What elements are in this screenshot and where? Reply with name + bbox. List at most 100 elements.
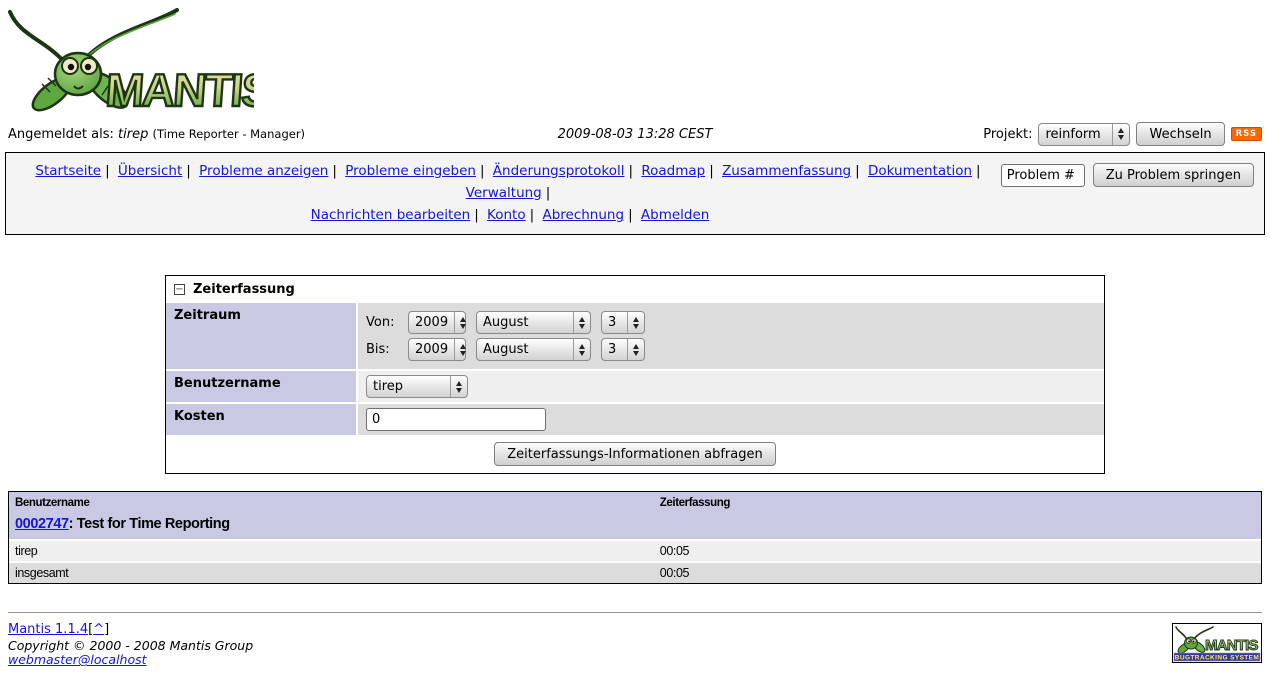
project-label: Projekt:: [983, 126, 1033, 142]
nav-verwaltung[interactable]: Verwaltung: [465, 185, 542, 201]
current-datetime: 2009-08-03 13:28 CEST: [557, 126, 713, 142]
to-day-select[interactable]: 3: [601, 338, 645, 361]
row-time: 00:05: [659, 566, 690, 580]
nav-separator: |: [332, 163, 337, 179]
nav-roadmap[interactable]: Roadmap: [641, 163, 706, 179]
query-time-tracking-button[interactable]: Zeiterfassungs-Informationen abfragen: [494, 442, 776, 466]
to-year-select[interactable]: 2009: [408, 338, 467, 361]
kosten-input[interactable]: [366, 408, 546, 431]
footer: Mantis 1.1.4[^] Copyright © 2000 - 2008 …: [8, 622, 1262, 668]
nav-separator: |: [105, 163, 110, 179]
bug-title-row: 0002747: Test for Time Reporting: [9, 511, 1261, 539]
nav-abrechnung[interactable]: Abrechnung: [542, 207, 625, 223]
benutzername-value: tirep: [373, 379, 404, 394]
login-username: tirep: [118, 126, 149, 142]
zeitraum-fields: Von: 2009 August 3 Bis: 2009: [356, 303, 1104, 369]
date-to-line: Bis: 2009 August 3: [366, 338, 1096, 361]
issue-jump: Zu Problem springen: [1000, 163, 1254, 187]
footer-info: Mantis 1.1.4[^] Copyright © 2000 - 2008 …: [8, 622, 253, 668]
footer-mantis-logo[interactable]: MANTIS BUGTRACKING SYSTEM: [1172, 623, 1262, 667]
to-year-value: 2009: [415, 342, 449, 357]
login-bar: Angemeldet als: tirep (Time Reporter - M…: [0, 120, 1270, 152]
nav-separator: |: [855, 163, 860, 179]
stepper-icon: [450, 376, 467, 397]
zeiterfassung-form: − Zeiterfassung Zeitraum Von: 2009 Augus…: [165, 275, 1105, 474]
nav-separator: |: [545, 185, 551, 201]
benutzername-row: Benutzername tirep: [166, 369, 1104, 402]
von-label: Von:: [366, 315, 395, 330]
nav-separator: |: [529, 207, 535, 223]
problem-number-input[interactable]: [1000, 163, 1085, 187]
from-month-select[interactable]: August: [476, 311, 591, 334]
project-select[interactable]: reinform: [1038, 122, 1131, 146]
from-month-value: August: [483, 315, 529, 330]
row-user: insgesamt: [15, 566, 69, 580]
stepper-icon: [627, 339, 644, 360]
project-select-value: reinform: [1045, 126, 1101, 142]
benutzername-label: Benutzername: [166, 369, 356, 402]
from-day-select[interactable]: 3: [601, 311, 645, 334]
nav-konto[interactable]: Konto: [487, 207, 526, 223]
nav-separator: |: [628, 207, 633, 223]
nav-startseite[interactable]: Startseite: [35, 163, 102, 179]
main-menu: Startseite | Übersicht | Probleme anzeigen…: [5, 152, 1265, 235]
kosten-label: Kosten: [166, 402, 356, 435]
results-header-row: Benutzername Zeiterfassung: [9, 492, 1261, 511]
login-label: Angemeldet als:: [8, 126, 114, 142]
bug-title-separator: :: [68, 516, 77, 532]
stepper-icon: [1112, 123, 1129, 145]
to-day-value: 3: [608, 342, 617, 357]
stepper-icon: [573, 339, 590, 360]
nav-dokumentation[interactable]: Dokumentation: [867, 163, 973, 179]
form-title-row: − Zeiterfassung: [166, 276, 1104, 303]
nav-nachrichten-bearbeiten[interactable]: Nachrichten bearbeiten: [310, 207, 471, 223]
nav-zusammenfassung[interactable]: Zusammenfassung: [722, 163, 852, 179]
time-tracking-results-table: Benutzername Zeiterfassung 0002747: Test…: [8, 491, 1262, 584]
switch-project-button[interactable]: Wechseln: [1136, 122, 1225, 146]
form-title: Zeiterfassung: [193, 282, 295, 297]
footer-logo-banner: BUGTRACKING SYSTEM: [1175, 655, 1259, 662]
mantis-version-link[interactable]: Mantis 1.1.4: [8, 622, 89, 637]
bracket-close: ]: [104, 622, 110, 637]
nav-row-1: Startseite | Übersicht | Probleme anzeigen…: [6, 160, 1014, 204]
header-zeiterfassung: Zeiterfassung: [659, 497, 731, 509]
from-day-value: 3: [608, 315, 617, 330]
bracket-open: [: [88, 622, 94, 637]
webmaster-email-link[interactable]: webmaster@localhost: [8, 652, 147, 668]
table-row: tirep 00:05: [9, 539, 1261, 561]
row-user: tirep: [15, 544, 38, 558]
nav-probleme-eingeben[interactable]: Probleme eingeben: [345, 163, 476, 179]
rss-badge[interactable]: RSS: [1230, 127, 1263, 141]
stepper-icon: [454, 312, 471, 333]
footer-divider: [8, 612, 1262, 613]
nav-abmelden[interactable]: Abmelden: [640, 207, 710, 223]
nav-aenderungsprotokoll[interactable]: Änderungsprotokoll: [492, 163, 625, 179]
to-month-select[interactable]: August: [476, 338, 591, 361]
to-month-value: August: [483, 342, 529, 357]
nav-uebersicht[interactable]: Übersicht: [117, 163, 183, 179]
nav-separator: |: [474, 207, 479, 223]
from-year-value: 2009: [415, 315, 449, 330]
benutzername-select[interactable]: tirep: [366, 375, 468, 398]
back-to-top-link[interactable]: ^: [93, 622, 105, 637]
benutzername-field: tirep: [356, 369, 1104, 402]
header-benutzername: Benutzername: [15, 497, 90, 509]
bug-id-link[interactable]: 0002747: [15, 516, 69, 532]
jump-to-problem-button[interactable]: Zu Problem springen: [1092, 163, 1254, 187]
stepper-icon: [454, 339, 471, 360]
nav-probleme-anzeigen[interactable]: Probleme anzeigen: [199, 163, 329, 179]
footer-logo-image: MANTIS BUGTRACKING SYSTEM: [1172, 623, 1262, 663]
zeitraum-label: Zeitraum: [166, 303, 356, 369]
project-switcher: Projekt: reinform Wechseln RSS: [712, 122, 1263, 146]
nav-separator: |: [628, 163, 634, 179]
date-from-line: Von: 2009 August 3: [366, 311, 1096, 334]
form-submit-row: Zeiterfassungs-Informationen abfragen: [166, 435, 1104, 473]
table-row-total: insgesamt 00:05: [9, 561, 1261, 583]
bis-label: Bis:: [366, 342, 390, 357]
row-time: 00:05: [659, 544, 690, 558]
collapse-icon[interactable]: −: [174, 284, 185, 295]
nav-row-2: Nachrichten bearbeiten | Konto | Abrechnun…: [6, 204, 1014, 226]
login-info: Angemeldet als: tirep (Time Reporter - M…: [8, 127, 558, 142]
from-year-select[interactable]: 2009: [408, 311, 467, 334]
stepper-icon: [573, 312, 590, 333]
